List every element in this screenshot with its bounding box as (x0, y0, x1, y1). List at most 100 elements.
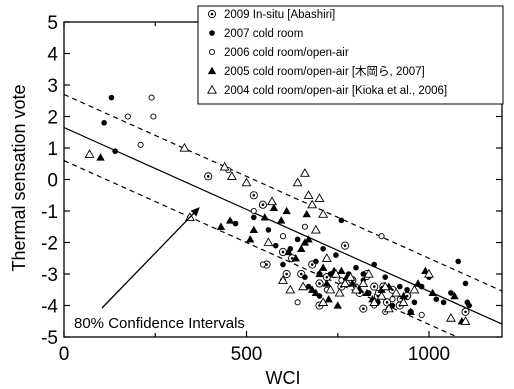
fit-lines (64, 93, 502, 337)
data-point (369, 297, 380, 306)
data-point (311, 288, 321, 297)
data-point (263, 237, 274, 247)
data-point (284, 247, 293, 256)
regression-line (64, 126, 502, 325)
data-point (315, 269, 324, 278)
legend-marker (207, 66, 217, 75)
annotation-arrow (101, 207, 200, 309)
data-point (353, 264, 359, 271)
data-point (276, 216, 286, 224)
data-point (428, 288, 437, 297)
legend-marker (207, 84, 217, 94)
data-point (460, 316, 471, 325)
data-point (318, 209, 329, 218)
data-point (322, 279, 331, 287)
data-point (272, 242, 279, 249)
data-point (362, 288, 372, 297)
data-point (376, 290, 387, 300)
data-point (232, 220, 239, 227)
data-point (298, 281, 309, 291)
data-point (318, 297, 329, 306)
data-point (216, 222, 226, 230)
legend-label: 2006 cold room/open-air (224, 47, 349, 59)
legend-box (197, 5, 504, 105)
y-tick-label: -4 (41, 297, 58, 318)
data-point (404, 286, 410, 293)
data-point (330, 268, 341, 278)
confidence-lower-line (64, 160, 459, 337)
data-point (413, 279, 423, 287)
data-point (406, 307, 415, 315)
data-point (411, 299, 418, 306)
data-point (278, 275, 288, 284)
data-point (382, 274, 389, 280)
data-point (348, 279, 357, 287)
data-point (313, 258, 319, 265)
data-point (433, 296, 440, 303)
y-tick-label: -2 (41, 234, 58, 255)
data-point (380, 281, 391, 291)
data-point (383, 303, 394, 313)
data-point (249, 225, 258, 234)
data-point (378, 233, 385, 240)
data-point (259, 261, 266, 268)
data-point (389, 296, 396, 303)
data-point (325, 284, 336, 294)
data-point (333, 252, 339, 258)
data-point (308, 260, 317, 269)
y-tick-label: -5 (41, 328, 58, 349)
y-tick-label: 5 (47, 13, 58, 34)
data-point (310, 224, 321, 234)
data-point (308, 285, 317, 293)
x-tick-labels: 0 500 1000 (59, 344, 450, 365)
confidence-upper-line (64, 93, 502, 292)
data-point (304, 235, 313, 243)
data-point (321, 253, 332, 262)
data-point (269, 203, 279, 211)
y-tick-label: 0 (47, 171, 58, 192)
data-point (108, 94, 115, 101)
data-point (455, 258, 462, 265)
data-point (424, 268, 434, 278)
legend-marker (209, 30, 215, 36)
data-point (318, 263, 328, 271)
legend-label: 2007 cold room (224, 28, 303, 40)
data-point (307, 199, 318, 209)
data-point (303, 190, 314, 199)
data-point (450, 291, 459, 300)
x-tick-label: 500 (231, 344, 263, 365)
y-tick-label: 2 (47, 108, 58, 129)
data-point (101, 120, 107, 126)
data-point (305, 283, 312, 290)
data-point (315, 279, 324, 288)
y-tick-label: -1 (41, 202, 58, 223)
legend-label: 2005 cold room/open-air [木岡ら, 2007] (224, 65, 425, 78)
data-point (333, 301, 342, 309)
data-point (359, 304, 368, 313)
y-axis-label: Thermal sensation vote (9, 84, 29, 271)
data-point (267, 196, 278, 206)
y-tick-label: 3 (47, 76, 58, 97)
data-point (409, 284, 420, 294)
data-point (462, 280, 469, 287)
data-point (285, 284, 296, 294)
x-tick-label: 0 (59, 344, 70, 365)
data-point (96, 153, 105, 161)
data-point (260, 213, 269, 221)
data-point (418, 311, 425, 319)
data-point (337, 266, 346, 274)
data-point (338, 217, 345, 224)
data-point (282, 269, 291, 279)
legend-marker (207, 9, 217, 19)
plot-area (63, 21, 503, 338)
data-point (84, 149, 95, 158)
data-point (302, 209, 311, 218)
legend-label: 2009 In-situ [Abashiri] (224, 9, 335, 21)
legend-label: 2004 cold room/open-air [Kioka et al., 2… (224, 85, 447, 97)
data-point (282, 206, 291, 215)
data-point (291, 254, 300, 262)
data-point (340, 278, 351, 288)
data-point (225, 216, 235, 224)
data-point (324, 295, 333, 303)
